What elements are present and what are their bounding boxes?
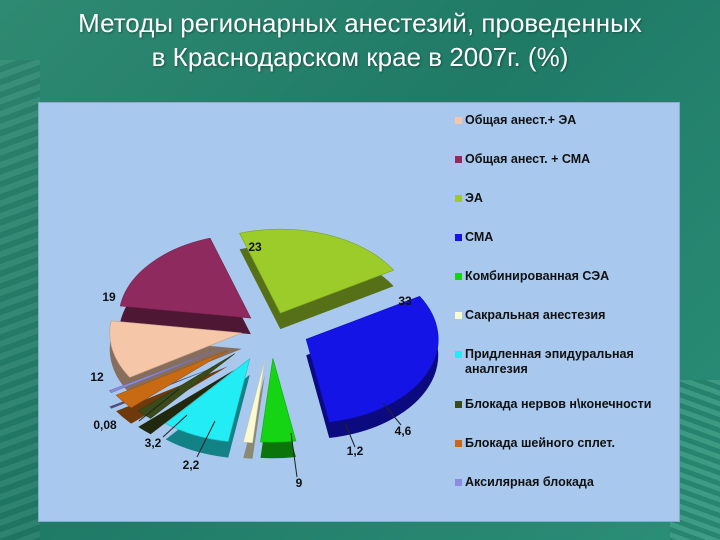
legend-swatch-9 (455, 440, 462, 447)
legend-swatch-5 (455, 273, 462, 280)
pie-slice-3 (239, 228, 395, 314)
legend-item-6: Сакральная анестезия (455, 308, 679, 323)
legend-swatch-2 (455, 156, 462, 163)
pie-slice-2 (119, 237, 252, 319)
pie-slice-10 (108, 347, 224, 394)
pie-slice-9 (115, 350, 228, 408)
pie-slice-4 (305, 295, 439, 423)
legend-label-10: Аксилярная блокада (465, 475, 594, 489)
legend-label-7: Придленная эпидуральная аналгезия (465, 347, 634, 376)
pie-chart: 12 19 23 33 4,6 1,2 9 2,2 3,2 0,08 (90, 228, 439, 490)
legend-item-1: Общая анест.+ ЭА (455, 113, 679, 128)
legend-label-4: СМА (465, 230, 494, 244)
pie-slice-1 (109, 320, 242, 378)
data-label-4: 33 (398, 294, 412, 308)
legend-label-6: Сакральная анестезия (465, 308, 606, 322)
legend-swatch-3 (455, 195, 462, 202)
legend-item-9: Блокада шейного сплет. (455, 436, 679, 451)
pie-slice-side-8 (138, 369, 235, 435)
chart-area: 12 19 23 33 4,6 1,2 9 2,2 3,2 0,08 Общая анест.+ … (38, 102, 680, 522)
pie-slice-5 (260, 358, 297, 443)
legend-item-4: СМА (455, 230, 679, 245)
legend-label-1: Общая анест.+ ЭА (465, 113, 577, 127)
legend-label-8: Блокада нервов н\конечности (465, 397, 652, 411)
legend-item-10: Аксилярная блокада (455, 475, 679, 490)
slide-title-line2: в Краснодарском крае в 2007г. (%) (151, 42, 569, 72)
legend-item-3: ЭА (455, 191, 679, 206)
legend-swatch-6 (455, 312, 462, 319)
pie-slice-7 (165, 357, 251, 442)
legend-item-8: Блокада нервов н\конечности (455, 397, 679, 412)
data-label-3: 23 (248, 240, 262, 254)
data-label-10: 0,08 (93, 418, 117, 432)
legend-swatch-8 (455, 401, 462, 408)
pie-slice-6 (242, 359, 266, 444)
data-label-9: 3,2 (145, 436, 162, 450)
data-label-2: 19 (102, 290, 116, 304)
legend-item-2: Общая анест. + СМА (455, 152, 679, 167)
background-stripes-left (0, 60, 40, 540)
slide-title-line1: Методы регионарных анестезий, проведенны… (78, 8, 642, 38)
data-label-7: 9 (296, 476, 303, 490)
leader-line-8 (196, 420, 216, 458)
data-label-6: 1,2 (347, 444, 364, 458)
legend-label-9: Блокада шейного сплет. (465, 436, 615, 450)
legend-swatch-4 (455, 234, 462, 241)
data-label-1: 12 (90, 370, 104, 384)
legend-item-7: Придленная эпидуральная аналгезия (455, 347, 679, 377)
leader-line-7 (290, 432, 298, 478)
leader-line-10 (138, 388, 180, 422)
leader-line-9 (162, 414, 188, 438)
legend-label-5: Комбинированная СЭА (465, 269, 610, 283)
data-label-5: 4,6 (395, 424, 412, 438)
legend-swatch-10 (455, 479, 462, 486)
legend-swatch-7 (455, 351, 462, 358)
legend-label-3: ЭА (465, 191, 483, 205)
leader-line-5 (382, 402, 402, 426)
leader-line-6 (344, 422, 356, 448)
legend-swatch-1 (455, 117, 462, 124)
data-label-8: 2,2 (183, 458, 200, 472)
slide-title: Методы регионарных анестезий, проведенны… (0, 6, 720, 74)
legend-label-2: Общая анест. + СМА (465, 152, 591, 166)
legend-item-5: Комбинированная СЭА (455, 269, 679, 284)
legend: Общая анест.+ ЭА Общая анест. + СМА ЭА СМА К… (455, 113, 679, 490)
